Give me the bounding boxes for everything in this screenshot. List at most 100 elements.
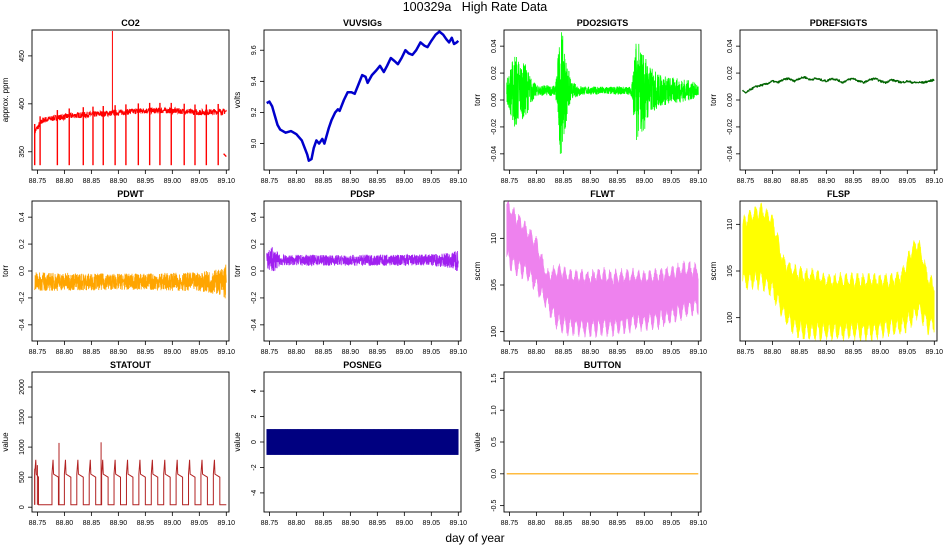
y-tick-label: 1500: [19, 409, 26, 425]
x-tick-label: 88.80: [528, 520, 546, 527]
plot-area: [742, 76, 935, 94]
y-tick-label: 110: [491, 233, 498, 244]
x-tick-label: 89.10: [218, 520, 236, 527]
x-tick-label: 88.75: [29, 178, 47, 185]
x-tick-label: 88.90: [818, 349, 836, 356]
x-tick-label: 88.90: [110, 520, 128, 527]
y-axis-label: volts: [233, 92, 242, 108]
y-tick-label: 0.02: [727, 66, 734, 80]
x-tick-label: 89.00: [636, 349, 654, 356]
x-tick-label: 88.75: [261, 520, 279, 527]
x-tick-label: 88.80: [764, 178, 782, 185]
panel-pdrefsigts: PDREFSIGTS torr -0.04 -0.02 0.00 0.02 0.04 88.7…: [709, 18, 943, 185]
panel-frame: [503, 200, 702, 342]
x-tick-label: 88.85: [791, 178, 809, 185]
x-tick-label: 89.00: [396, 520, 414, 527]
panel-pdwt: PDWT torr -0.4 -0.2 0.0 0.2 0.4 88.75 88.80 88.85…: [1, 189, 235, 356]
y-tick-label: 100: [491, 326, 498, 338]
x-tick-label: 88.85: [315, 520, 333, 527]
plot-area: [506, 32, 699, 154]
x-tick-label: 88.95: [369, 178, 387, 185]
series-line: [34, 459, 227, 506]
x-tick-label: 89.00: [636, 178, 654, 185]
panel-title: PDWT: [117, 189, 144, 199]
series-line: [266, 246, 459, 272]
y-tick-label: 0.4: [251, 212, 258, 222]
panel-title: FLWT: [590, 189, 615, 199]
x-tick-label: 88.80: [56, 178, 74, 185]
x-tick-label: 88.75: [29, 520, 47, 527]
y-tick-label: 0.02: [491, 66, 498, 80]
panel-title: PDO2SIGTS: [577, 18, 629, 28]
plot-area: [266, 246, 459, 272]
x-tick-label: 88.90: [342, 178, 360, 185]
y-tick-label: 0.0: [19, 266, 26, 276]
plot-area: [266, 30, 460, 162]
y-axis-label: value: [1, 432, 10, 452]
y-tick-label: -4: [251, 490, 258, 496]
plot-area: [742, 202, 935, 341]
y-tick-label: 0.0: [491, 469, 498, 479]
x-tick-label: 88.85: [315, 349, 333, 356]
y-tick-label: 0.0: [251, 266, 258, 276]
panel-frame: [31, 371, 230, 513]
x-tick-label: 88.80: [56, 520, 74, 527]
y-tick-label: 0.00: [491, 93, 498, 107]
series-band: [266, 429, 459, 455]
x-tick-label: 89.10: [926, 178, 944, 185]
panel-title: POSNEG: [343, 360, 382, 370]
x-tick-label: 89.10: [926, 349, 944, 356]
y-tick-label: 0.4: [19, 212, 26, 222]
y-axis-label: torr: [473, 94, 482, 106]
panel-frame: [263, 200, 462, 342]
x-tick-label: 89.05: [899, 178, 917, 185]
x-tick-label: 89.10: [690, 349, 708, 356]
panel-pdo2sigts: PDO2SIGTS torr -0.04 -0.02 0.00 0.02 0.04 88.75…: [473, 18, 707, 185]
y-tick-label: 1.5: [491, 373, 498, 383]
y-axis-label: approx. ppm: [1, 77, 10, 122]
x-tick-label: 88.90: [342, 349, 360, 356]
panel-title: STATOUT: [110, 360, 151, 370]
series-line: [34, 106, 227, 135]
panel-frame: [503, 29, 702, 171]
x-tick-label: 88.75: [29, 349, 47, 356]
panel-title: PDSP: [350, 189, 375, 199]
page-title: 100329a High Rate Data: [402, 0, 548, 14]
panel-frame: [31, 29, 230, 171]
x-tick-label: 88.95: [609, 520, 627, 527]
y-tick-label: 0.5: [491, 437, 498, 447]
panel-frame: [739, 200, 938, 342]
x-tick-label: 88.85: [791, 349, 809, 356]
x-tick-label: 89.10: [218, 178, 236, 185]
x-tick-label: 89.00: [396, 349, 414, 356]
y-tick-label: -0.04: [491, 146, 498, 162]
y-tick-label: 450: [19, 50, 26, 62]
y-axis-label: torr: [1, 265, 10, 277]
x-tick-label: 88.95: [369, 349, 387, 356]
plot-area: [506, 201, 699, 338]
x-tick-label: 88.90: [818, 178, 836, 185]
x-tick-label: 88.85: [83, 520, 101, 527]
panel-statout: STATOUT value 0 500 1000 1500 2000 88.75 88.80 88…: [1, 360, 235, 527]
x-tick-label: 89.00: [164, 520, 182, 527]
x-tick-label: 88.90: [582, 520, 600, 527]
y-tick-label: -0.02: [491, 119, 498, 135]
y-tick-label: 100: [727, 312, 734, 324]
panel-frame: [503, 371, 702, 513]
x-tick-label: 88.80: [764, 349, 782, 356]
x-tick-label: 89.10: [218, 349, 236, 356]
x-tick-label: 88.95: [369, 520, 387, 527]
x-tick-label: 88.85: [83, 349, 101, 356]
x-tick-label: 88.80: [528, 349, 546, 356]
x-tick-label: 88.90: [342, 520, 360, 527]
y-axis-label: torr: [709, 94, 718, 106]
x-tick-label: 88.90: [110, 178, 128, 185]
x-tick-label: 88.80: [288, 349, 306, 356]
panel-co2: CO2 approx. ppm 350 400 450 88.75 88.80 88.85 88…: [1, 18, 235, 185]
plot-area: [266, 429, 459, 455]
x-tick-label: 89.10: [450, 349, 468, 356]
x-tick-label: 89.05: [423, 349, 441, 356]
x-tick-label: 89.05: [191, 520, 209, 527]
y-tick-label: 0: [251, 440, 258, 444]
x-tick-label: 88.95: [137, 178, 155, 185]
